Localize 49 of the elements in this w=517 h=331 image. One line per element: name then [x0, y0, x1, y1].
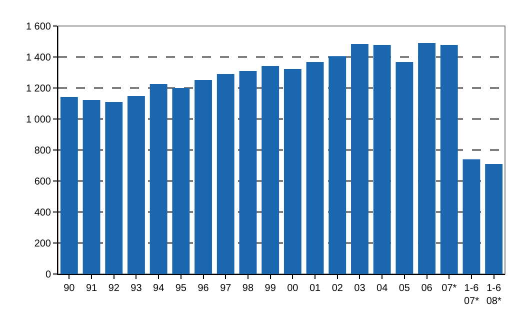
x-tick-label: 01 [309, 283, 322, 294]
bar [328, 56, 346, 274]
x-tick-label: 92 [108, 283, 120, 294]
x-tick-label: 97 [220, 283, 232, 294]
bar [373, 45, 391, 274]
x-tick-label: 00 [287, 283, 299, 294]
bar [284, 68, 302, 274]
x-tick-label: 02 [332, 283, 344, 294]
bar [194, 80, 212, 274]
x-tick-label: 05 [398, 283, 410, 294]
y-tick-label: 1 600 [26, 22, 52, 32]
bar [128, 96, 145, 274]
x-tick-label: 99 [264, 283, 276, 294]
x-tick-label: 96 [198, 283, 210, 294]
y-tick-label: 1 000 [26, 114, 52, 126]
bar [418, 43, 436, 274]
y-tick-label: 0 [45, 270, 52, 280]
x-tick-label: 93 [130, 283, 142, 294]
bar [82, 100, 100, 274]
bar [172, 88, 190, 274]
bar [150, 84, 168, 274]
x-tick-label: 1-6 08* [486, 283, 502, 307]
x-tick-label: 04 [376, 283, 388, 294]
y-tick-label: 1 200 [26, 84, 52, 94]
x-tick-label: 98 [242, 283, 254, 294]
x-tick-label: 90 [64, 283, 76, 294]
y-tick-label: 200 [34, 238, 52, 250]
bar [306, 62, 324, 274]
y-tick-label: 800 [34, 146, 52, 156]
bar [105, 102, 123, 274]
y-tick-label: 1 400 [26, 52, 52, 64]
bar [60, 96, 78, 274]
bar [216, 74, 234, 274]
x-tick-label: 07* [442, 283, 457, 294]
bar [485, 164, 503, 274]
bar [351, 44, 368, 274]
x-tick-label: 03 [354, 283, 366, 294]
x-tick-label: 95 [175, 283, 187, 294]
bar [396, 62, 414, 274]
y-tick-label: 600 [34, 176, 52, 188]
x-tick-label: 94 [153, 283, 165, 294]
x-tick-label: 91 [86, 283, 98, 294]
y-tick-label: 400 [34, 208, 52, 218]
bar [262, 66, 280, 274]
x-tick-label: 06 [421, 283, 433, 294]
bar [239, 70, 257, 274]
bar [440, 45, 458, 274]
bar [462, 159, 480, 274]
x-tick-label: 1-6 07* [464, 283, 480, 307]
